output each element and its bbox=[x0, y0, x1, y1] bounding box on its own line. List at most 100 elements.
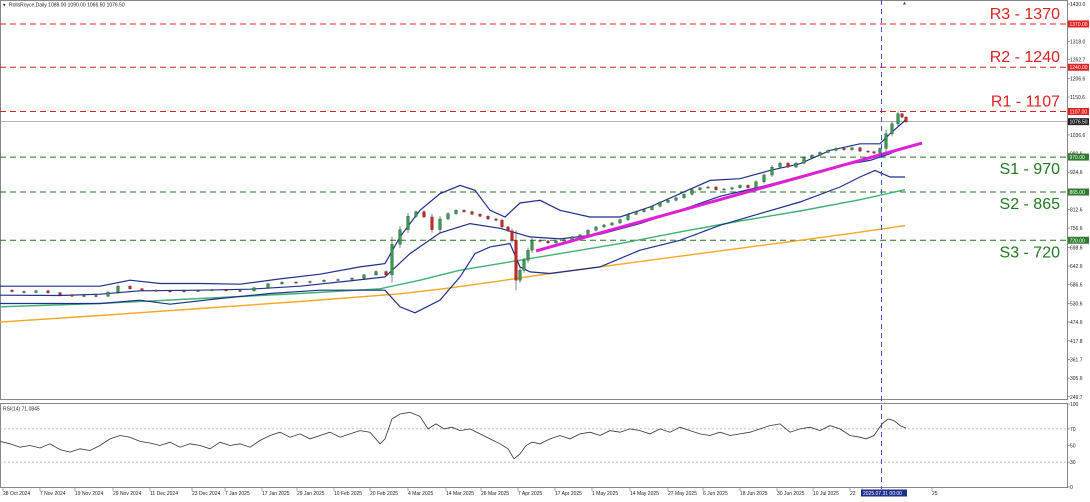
time-tick-label-22: 10 Jul 2025 bbox=[813, 491, 839, 497]
candle-body-74 bbox=[706, 186, 710, 189]
level-tag-3: 970.00 bbox=[1070, 155, 1086, 161]
candle-body-59 bbox=[586, 230, 590, 236]
rsi-tick-label-1: 70 bbox=[1070, 427, 1076, 433]
time-axis: 28 Oct 2024 7 Nov 2024 19 Nov 2024 29 Nov 2… bbox=[2, 488, 938, 497]
candle-body-68 bbox=[658, 202, 662, 207]
chart-header-icon[interactable]: ▾ bbox=[3, 3, 6, 9]
candle-body-99 bbox=[896, 113, 900, 124]
candle-body-15 bbox=[182, 290, 186, 292]
candle-body-4 bbox=[46, 290, 50, 293]
candle-body-101 bbox=[904, 116, 908, 122]
price-tick-label-19: 305.6 bbox=[1070, 376, 1083, 382]
candle-body-51 bbox=[526, 250, 530, 261]
candle-body-96 bbox=[878, 148, 882, 154]
time-tick-label-23: 22 bbox=[850, 491, 856, 497]
rsi-tick-label-0: 100 bbox=[1070, 402, 1079, 408]
candle-body-5 bbox=[58, 292, 62, 295]
candle-body-91 bbox=[842, 148, 846, 150]
candle-body-39 bbox=[454, 210, 458, 214]
price-tick-label-20: 249.7 bbox=[1070, 395, 1083, 401]
trendline[interactable] bbox=[535, 141, 923, 253]
rsi-tick-label-2: 50 bbox=[1070, 444, 1076, 450]
candle-body-29 bbox=[374, 271, 378, 276]
candle-body-86 bbox=[802, 157, 806, 164]
rsi-line-group bbox=[0, 411, 907, 460]
candle-body-7 bbox=[82, 295, 86, 297]
time-tick-label-14: 7 Apr 2025 bbox=[518, 491, 542, 497]
trendline-group[interactable] bbox=[535, 141, 923, 253]
candle-body-14 bbox=[168, 290, 172, 292]
candle-body-95 bbox=[872, 151, 876, 154]
time-tick-label-2: 19 Nov 2024 bbox=[75, 491, 104, 497]
candle-body-34 bbox=[414, 211, 418, 217]
level-label-0: R3 - 1370 bbox=[990, 6, 1060, 23]
price-tags: 1370.00 1240.00 1107.00 970.00 865.00 720.00 1… bbox=[1068, 20, 1089, 244]
candle-body-89 bbox=[826, 150, 830, 153]
level-tag-bg-5 bbox=[1068, 236, 1089, 244]
candle-body-93 bbox=[858, 147, 862, 152]
candle-body-22 bbox=[280, 282, 284, 285]
candle-body-77 bbox=[730, 187, 734, 190]
candle-body-36 bbox=[430, 216, 434, 230]
price-tick-label-0: 1430.0 bbox=[1070, 2, 1086, 8]
time-tick-label-9: 10 Feb 2025 bbox=[334, 491, 362, 497]
price-tick-label-16: 474.6 bbox=[1070, 320, 1083, 326]
candle-body-82 bbox=[770, 166, 774, 176]
time-tick-label-7: 17 Jan 2025 bbox=[262, 491, 290, 497]
series-line-2 bbox=[0, 120, 906, 287]
time-tick-label-3: 29 Nov 2024 bbox=[113, 491, 142, 497]
time-tick-label-16: 1 May 2025 bbox=[592, 491, 618, 497]
candle-body-16 bbox=[196, 290, 200, 292]
candle-body-88 bbox=[818, 152, 822, 156]
candle-body-44 bbox=[494, 218, 498, 221]
price-tick-label-11: 756.6 bbox=[1070, 226, 1083, 232]
time-tick-label-18: 27 May 2025 bbox=[668, 491, 697, 497]
current-price-tag-bg bbox=[1068, 118, 1089, 126]
candle-body-49 bbox=[518, 270, 522, 281]
time-tick-label-21: 30 Jun 2025 bbox=[777, 491, 805, 497]
candle-body-75 bbox=[714, 186, 718, 190]
candle-body-66 bbox=[642, 209, 646, 212]
indicator-lines bbox=[0, 120, 906, 323]
candle-body-27 bbox=[350, 278, 354, 280]
candle-body-20 bbox=[252, 287, 256, 291]
price-tick-label-15: 530.6 bbox=[1070, 301, 1083, 307]
rsi-tick-label-4: 0 bbox=[1070, 485, 1073, 491]
level-label-4: S2 - 865 bbox=[1000, 196, 1061, 213]
candle-body-43 bbox=[486, 216, 490, 220]
candle-body-19 bbox=[238, 290, 242, 292]
candle-body-87 bbox=[810, 154, 814, 158]
candle-body-11 bbox=[128, 286, 132, 289]
price-tick-label-10: 812.6 bbox=[1070, 207, 1083, 213]
time-tick-label-13: 26 Mar 2025 bbox=[481, 491, 509, 497]
cursor-time-box bbox=[861, 489, 907, 497]
candle-body-90 bbox=[834, 148, 838, 151]
candle-body-60 bbox=[594, 226, 598, 231]
candle-body-45 bbox=[500, 220, 504, 228]
candle-body-3 bbox=[34, 290, 38, 293]
candle-body-12 bbox=[140, 288, 144, 291]
candle-body-67 bbox=[650, 206, 654, 210]
candle-body-13 bbox=[154, 290, 158, 292]
price-tick-label-18: 361.7 bbox=[1070, 357, 1083, 363]
main-panel-frame bbox=[0, 0, 1068, 400]
candle-body-56 bbox=[562, 239, 566, 242]
candle-body-18 bbox=[224, 289, 228, 291]
candle-body-6 bbox=[70, 294, 74, 297]
candle-body-76 bbox=[722, 188, 726, 191]
candle-body-41 bbox=[470, 211, 474, 215]
chart-header: RollsRoyce,Daily 1088.00 1090.00 1066.50… bbox=[9, 3, 125, 9]
level-tag-1: 1240.00 bbox=[1070, 65, 1088, 71]
candle-body-73 bbox=[698, 187, 702, 190]
price-tick-label-17: 417.8 bbox=[1070, 339, 1083, 345]
time-tick-label-6: 7 Jan 2025 bbox=[225, 491, 250, 497]
level-tag-bg-4 bbox=[1068, 188, 1089, 196]
candle-body-17 bbox=[210, 289, 214, 291]
candle-body-98 bbox=[890, 123, 894, 134]
candle-body-85 bbox=[794, 162, 798, 168]
rsi-header: RSI(14) 71.0845 bbox=[3, 407, 40, 413]
level-tag-4: 865.00 bbox=[1070, 190, 1086, 196]
candle-body-97 bbox=[884, 133, 888, 149]
